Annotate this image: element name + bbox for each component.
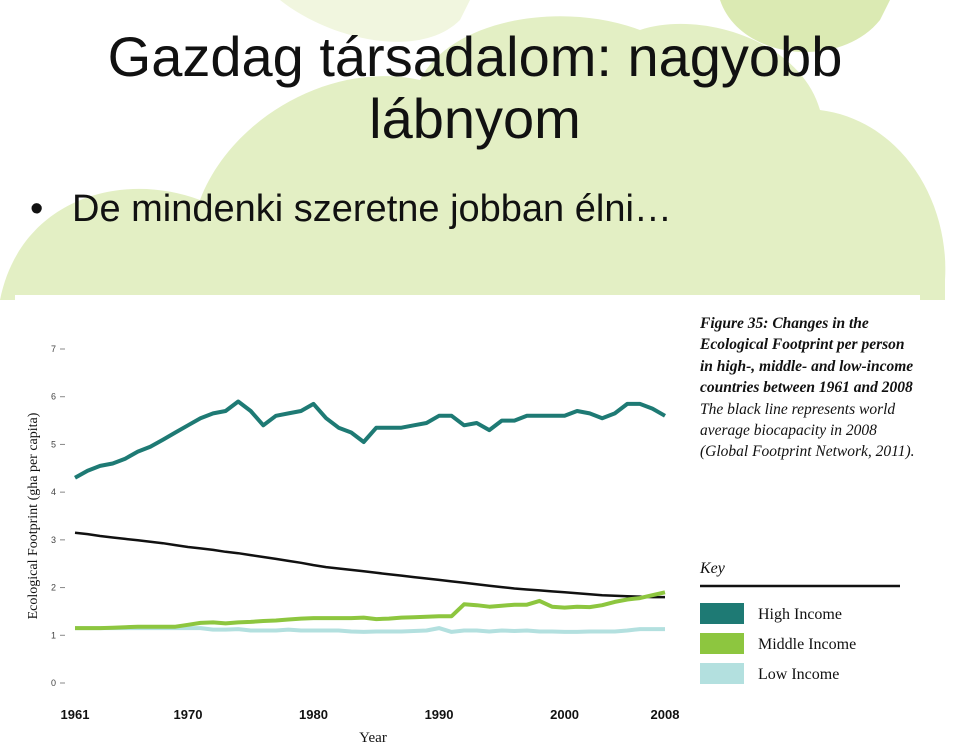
y-tick-label: 5 [51,439,56,449]
x-tick-label: 1980 [299,707,328,722]
legend-title: Key [699,560,726,577]
y-tick-label: 2 [51,583,56,593]
series-line [75,590,666,631]
legend-swatch [700,663,744,684]
bullet-text: De mindenki szeretne jobban élni… [72,188,672,230]
y-tick-label: 4 [51,487,56,497]
y-tick-label: 1 [51,630,56,640]
biocapacity-line [74,531,665,599]
x-tick-label: 2008 [651,707,680,722]
legend-swatch [700,603,744,624]
x-axis-label: Year [359,730,387,744]
bullet: • De mindenki szeretne jobban élni… [30,188,672,230]
caption-heading: Figure 35: Changes in the Ecological Foo… [700,315,914,397]
legend-label: High Income [758,606,842,623]
slide-title: Gazdag társadalom: nagyobb lábnyom [107,25,843,150]
figure-caption: Figure 35: Changes in the Ecological Foo… [700,313,918,463]
y-tick-label: 3 [51,535,56,545]
x-tick-label: 1970 [174,707,203,722]
x-tick-label: 2000 [550,707,579,722]
y-tick-label: 7 [51,344,56,354]
legend-swatch [700,633,744,654]
y-tick-label: 6 [51,392,56,402]
legend-label: Low Income [758,666,839,683]
x-tick-label: 1961 [61,707,90,722]
series-line [74,399,666,480]
caption-text: The black line represents world average … [700,400,915,461]
y-tick-label: 0 [51,678,56,688]
x-tick-label: 1990 [425,707,454,722]
legend-label: Middle Income [758,636,856,653]
y-axis-label: Ecological Footprint (gha per capita) [26,412,41,619]
